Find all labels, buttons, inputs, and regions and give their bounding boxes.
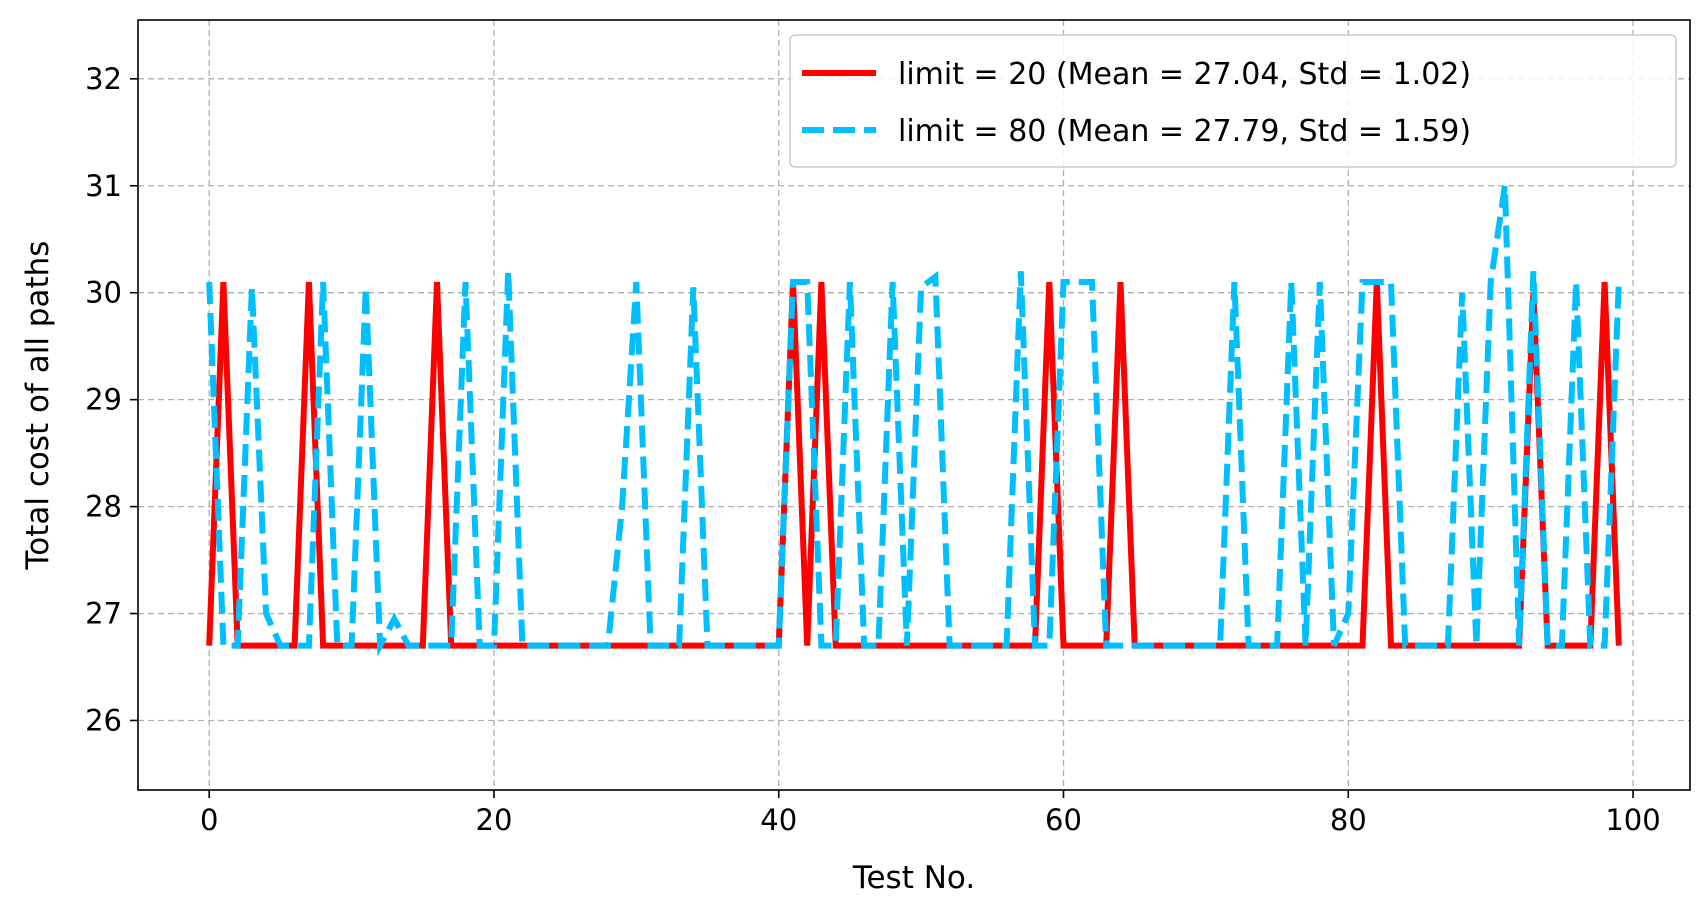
y-tick-label: 32 xyxy=(85,62,122,96)
y-tick-label: 29 xyxy=(85,383,122,417)
x-tick-label: 80 xyxy=(1330,803,1367,837)
y-tick-label: 26 xyxy=(85,703,122,737)
legend-label-limit-80: limit = 80 (Mean = 27.79, Std = 1.59) xyxy=(898,114,1471,149)
y-tick-label: 28 xyxy=(85,490,122,524)
series-line-1 xyxy=(206,185,1622,657)
y-tick-label: 27 xyxy=(85,597,122,631)
plot-area xyxy=(206,185,1622,657)
x-tick-label: 60 xyxy=(1045,803,1082,837)
x-tick-label: 40 xyxy=(760,803,797,837)
axes: 0 20 40 60 80 100 26 27 28 29 30 31 32 xyxy=(85,19,1691,837)
x-tick-label: 20 xyxy=(476,803,513,837)
legend: limit = 20 (Mean = 27.04, Std = 1.02) li… xyxy=(789,34,1677,168)
x-axis-label: Test No. xyxy=(852,860,975,896)
y-tick-label: 31 xyxy=(85,169,122,203)
x-tick-label: 0 xyxy=(200,803,218,837)
y-tick-label: 30 xyxy=(85,276,122,310)
x-tick-label: 100 xyxy=(1605,803,1660,837)
axes-frame xyxy=(137,19,1691,791)
y-axis-label: Total cost of all paths xyxy=(20,241,56,571)
legend-box xyxy=(789,34,1677,168)
legend-label-limit-20: limit = 20 (Mean = 27.04, Std = 1.02) xyxy=(898,57,1471,92)
